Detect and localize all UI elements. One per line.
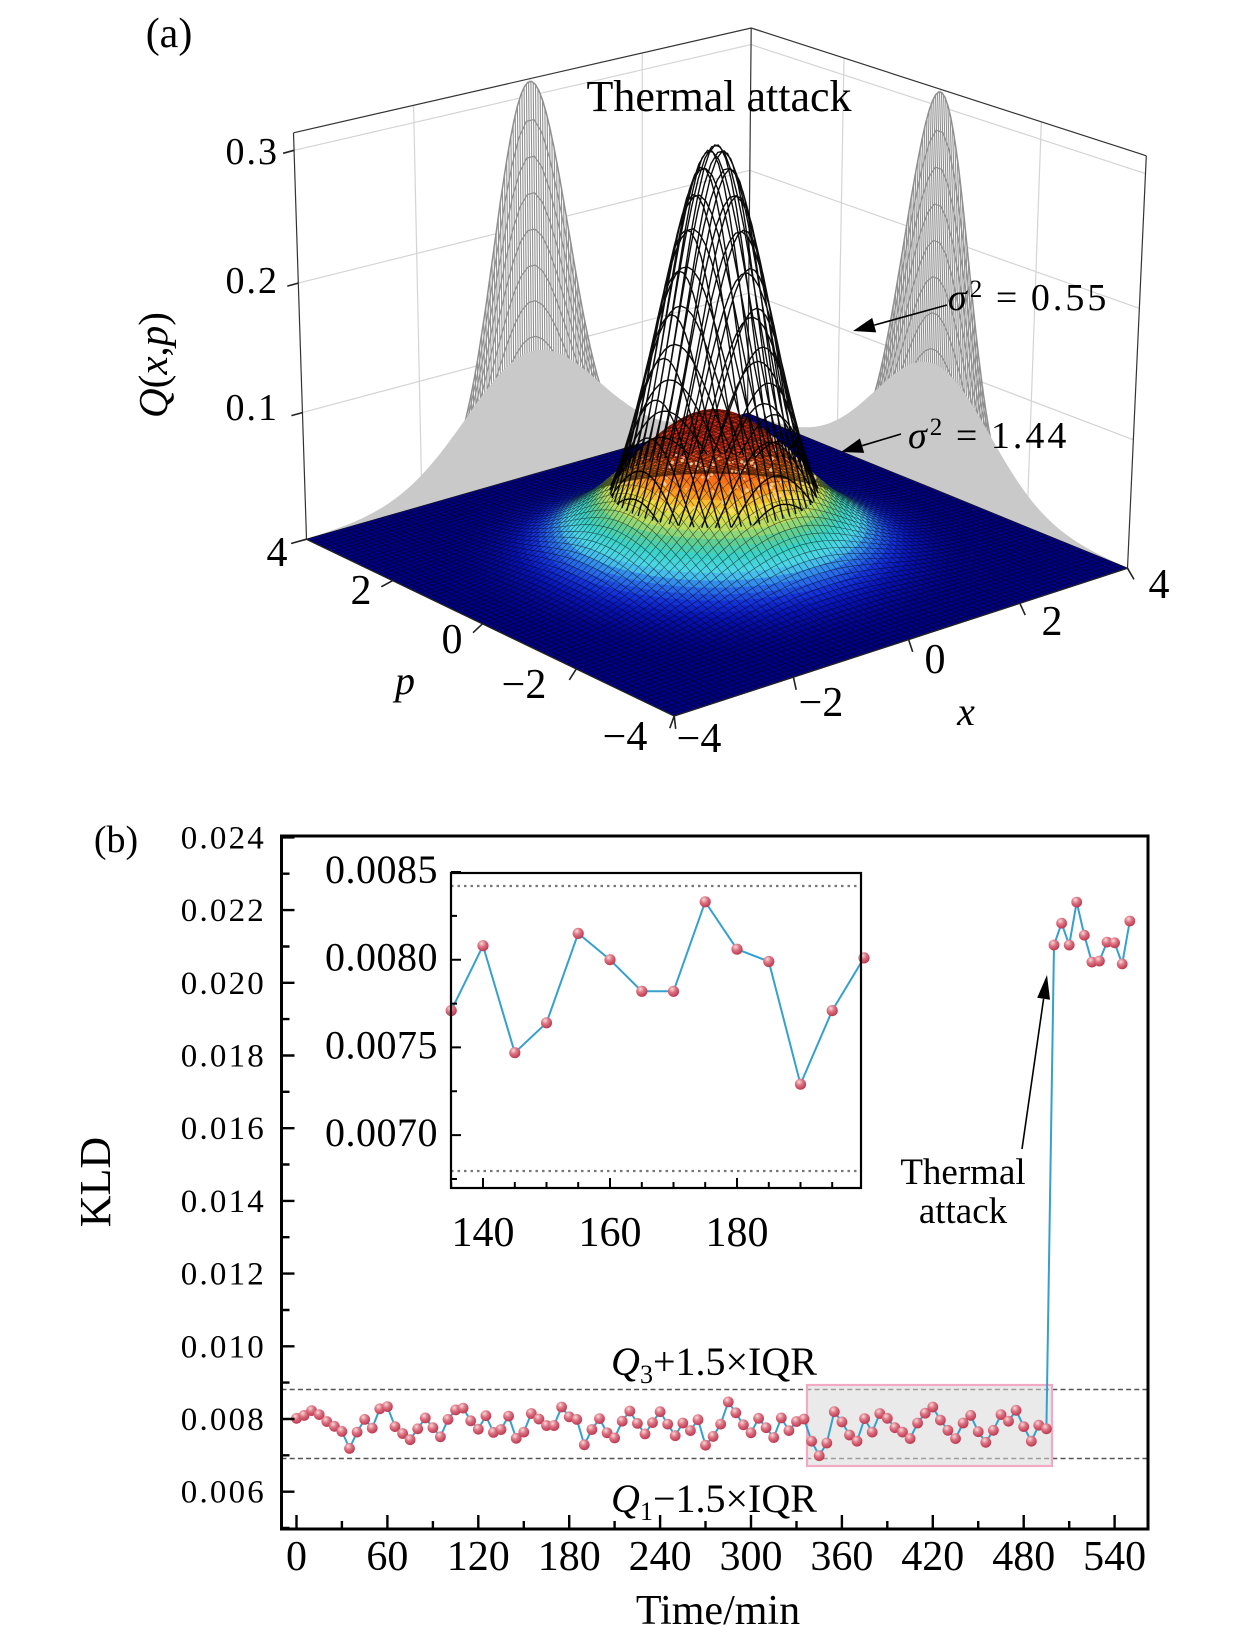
- svg-text:p: p: [392, 658, 415, 703]
- svg-text:4: 4: [1149, 562, 1170, 608]
- svg-text:420: 420: [901, 1534, 964, 1580]
- svg-text:0: 0: [286, 1534, 307, 1580]
- svg-text:KLD: KLD: [71, 1137, 120, 1227]
- svg-text:Time/min: Time/min: [636, 1588, 800, 1634]
- svg-text:0.008: 0.008: [181, 1402, 266, 1438]
- svg-text:σ2 = 1.44: σ2 = 1.44: [908, 414, 1069, 457]
- svg-text:(a): (a): [146, 11, 193, 57]
- svg-text:480: 480: [992, 1534, 1055, 1580]
- svg-text:160: 160: [579, 1210, 642, 1256]
- svg-text:−4: −4: [603, 714, 648, 760]
- svg-text:0.0075: 0.0075: [325, 1022, 438, 1067]
- svg-text:Q(x,p): Q(x,p): [130, 312, 176, 418]
- svg-text:0.010: 0.010: [181, 1329, 266, 1365]
- svg-text:0.022: 0.022: [181, 893, 266, 929]
- svg-text:0.012: 0.012: [181, 1257, 266, 1293]
- svg-text:−2: −2: [799, 680, 844, 726]
- svg-text:0.020: 0.020: [181, 966, 266, 1002]
- svg-text:540: 540: [1083, 1534, 1146, 1580]
- svg-text:4: 4: [267, 530, 288, 576]
- svg-text:180: 180: [538, 1534, 601, 1580]
- svg-text:0.018: 0.018: [181, 1039, 266, 1075]
- svg-text:0.024: 0.024: [181, 820, 266, 856]
- svg-text:240: 240: [629, 1534, 692, 1580]
- svg-text:Thermal attack: Thermal attack: [586, 72, 851, 121]
- svg-text:60: 60: [366, 1534, 408, 1580]
- svg-text:180: 180: [706, 1210, 769, 1256]
- svg-text:−2: −2: [502, 662, 547, 708]
- svg-text:0.1: 0.1: [226, 387, 280, 429]
- svg-text:attack: attack: [919, 1191, 1008, 1232]
- svg-text:0.006: 0.006: [181, 1475, 266, 1511]
- svg-text:0: 0: [925, 637, 946, 683]
- svg-text:120: 120: [447, 1534, 510, 1580]
- svg-text:140: 140: [452, 1210, 515, 1256]
- svg-text:0.014: 0.014: [181, 1184, 266, 1220]
- svg-text:0.2: 0.2: [226, 260, 280, 302]
- svg-text:0.3: 0.3: [226, 131, 280, 173]
- svg-text:(b): (b): [94, 819, 138, 861]
- svg-text:0.0070: 0.0070: [325, 1110, 438, 1155]
- svg-text:2: 2: [1042, 599, 1063, 645]
- svg-text:Thermal: Thermal: [900, 1152, 1025, 1193]
- svg-text:0.016: 0.016: [181, 1111, 266, 1147]
- svg-text:2: 2: [351, 568, 372, 614]
- svg-text:−4: −4: [677, 716, 722, 762]
- svg-text:Q1−1.5×IQR: Q1−1.5×IQR: [611, 1476, 817, 1526]
- svg-text:360: 360: [810, 1534, 873, 1580]
- svg-text:0: 0: [442, 617, 463, 663]
- svg-text:σ2 = 0.55: σ2 = 0.55: [948, 276, 1109, 319]
- svg-text:300: 300: [720, 1534, 783, 1580]
- svg-text:0.0085: 0.0085: [325, 847, 438, 892]
- svg-text:0.0080: 0.0080: [325, 935, 438, 980]
- svg-text:Q3+1.5×IQR: Q3+1.5×IQR: [611, 1339, 817, 1389]
- svg-text:x: x: [956, 689, 975, 734]
